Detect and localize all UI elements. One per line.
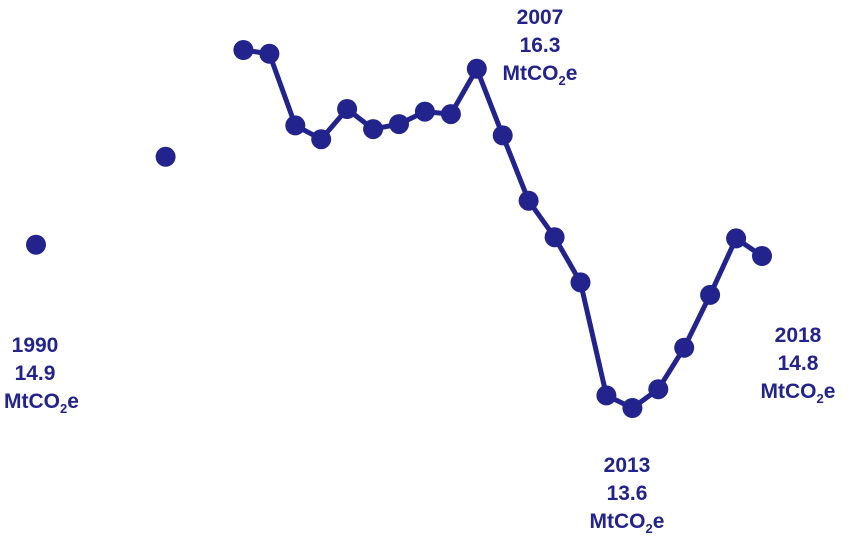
data-point-2018 xyxy=(752,246,772,266)
data-point-2008 xyxy=(492,125,513,146)
annotation-value: 14.8 xyxy=(777,352,819,375)
data-point-2016 xyxy=(700,284,721,305)
annotation-value: 16.3 xyxy=(519,34,561,57)
data-point-2009 xyxy=(518,190,539,211)
data-point-2000 xyxy=(285,115,306,136)
data-point-2014 xyxy=(648,379,669,400)
annotation-unit: MtCO2e xyxy=(589,510,665,536)
data-point-2013 xyxy=(622,398,643,418)
annotation-value: 13.6 xyxy=(606,482,648,505)
data-point-1999 xyxy=(259,43,280,64)
annotation-year: 1990 xyxy=(11,334,59,357)
data-point-2017 xyxy=(726,228,747,249)
data-point-1990 xyxy=(26,234,46,255)
annotation-1990: 1990 14.9 MtCO2e xyxy=(4,332,79,416)
data-point-1995 xyxy=(155,146,176,167)
annotation-unit: MtCO2e xyxy=(760,380,836,406)
annotation-year: 2018 xyxy=(774,324,822,347)
data-point-2001 xyxy=(311,129,332,150)
data-point-2005 xyxy=(414,101,435,122)
data-point-2002 xyxy=(337,99,358,119)
data-point-2006 xyxy=(440,104,461,125)
annotation-2018: 2018 14.8 MtCO2e xyxy=(748,322,848,406)
data-point-2010 xyxy=(544,227,565,248)
data-point-2011 xyxy=(570,272,591,293)
data-point-2004 xyxy=(389,114,409,135)
annotation-unit: MtCO2e xyxy=(4,390,79,416)
annotation-2013: 2013 13.6 MtCO2e xyxy=(577,452,677,536)
data-point-1998 xyxy=(233,40,254,60)
annotation-value: 14.9 xyxy=(14,362,56,385)
annotation-year: 2007 xyxy=(516,6,564,29)
data-point-2012 xyxy=(596,385,617,406)
data-point-2003 xyxy=(363,119,384,140)
annotation-unit: MtCO2e xyxy=(502,62,578,88)
annotation-year: 2013 xyxy=(603,454,651,477)
annotation-2007: 2007 16.3 MtCO2e xyxy=(490,4,590,88)
data-point-2015 xyxy=(674,337,695,358)
data-point-2007 xyxy=(466,58,487,79)
